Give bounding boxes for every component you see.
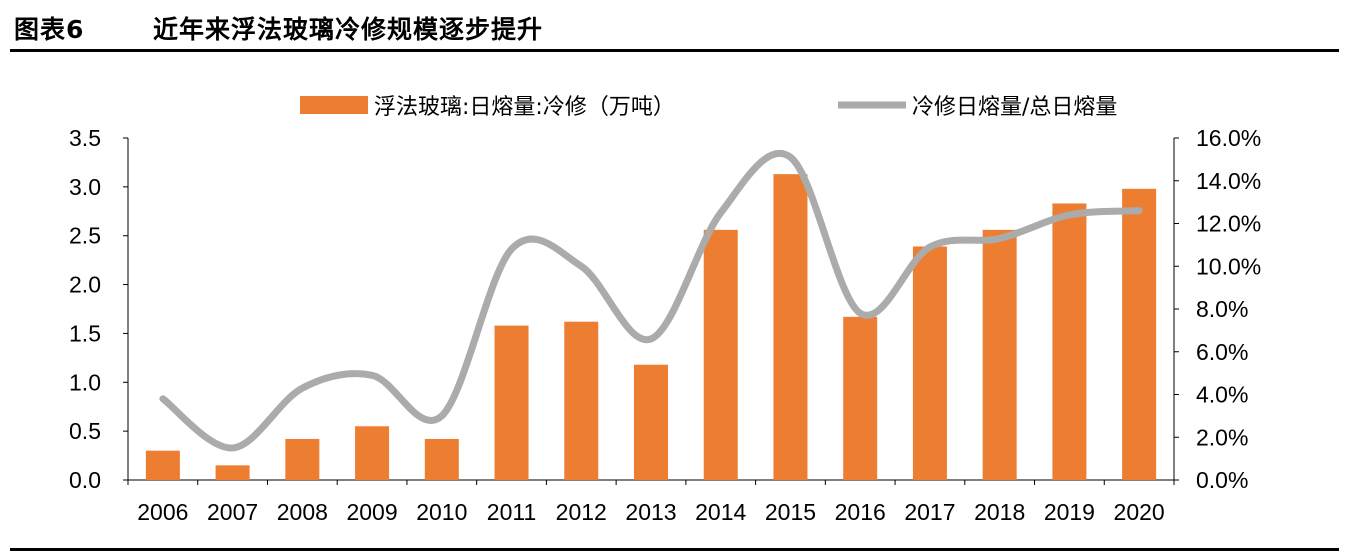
right-tick-label: 10.0% <box>1196 253 1261 279</box>
bar-series <box>145 174 1157 480</box>
bar <box>634 364 668 480</box>
bar <box>1052 203 1087 480</box>
right-tick-label: 0.0% <box>1196 467 1248 493</box>
x-tick-label: 2008 <box>277 499 328 525</box>
line-series <box>159 150 1143 452</box>
x-tick-label: 2019 <box>1044 499 1095 525</box>
right-tick-label: 8.0% <box>1196 296 1248 322</box>
left-tick-label: 0.5 <box>69 418 101 444</box>
right-tick-label: 16.0% <box>1196 125 1261 151</box>
x-tick-label: 2020 <box>1114 499 1165 525</box>
bar <box>145 450 180 480</box>
left-tick-label: 2.0 <box>69 272 101 298</box>
x-tick-label: 2015 <box>765 499 816 525</box>
right-tick-label: 14.0% <box>1196 168 1261 194</box>
left-tick-label: 3.5 <box>69 125 101 151</box>
left-tick-label: 1.5 <box>69 320 101 346</box>
bar <box>912 246 947 480</box>
x-tick-label: 2016 <box>835 499 886 525</box>
left-tick-label: 3.0 <box>69 174 101 200</box>
bar <box>564 321 599 480</box>
right-axis-ticks: 0.0% 2.0% 4.0% 6.0% 8.0% 10.0% 12.0% 14.0% 16.0% <box>1174 125 1261 493</box>
top-rule <box>10 49 1339 52</box>
bar <box>773 174 808 480</box>
bar <box>215 465 250 480</box>
x-tick-label: 2006 <box>137 499 188 525</box>
right-tick-label: 12.0% <box>1196 211 1261 237</box>
bar <box>703 229 738 480</box>
right-tick-label: 2.0% <box>1196 424 1248 450</box>
x-tick-label: 2018 <box>974 499 1025 525</box>
left-tick-label: 2.5 <box>69 223 101 249</box>
right-tick-label: 6.0% <box>1196 339 1248 365</box>
legend-bar-swatch <box>300 96 368 114</box>
x-tick-label: 2011 <box>487 499 536 525</box>
x-tick-label: 2009 <box>346 499 397 525</box>
right-tick-label: 4.0% <box>1196 382 1248 408</box>
left-tick-label: 1.0 <box>69 369 101 395</box>
left-tick-label: 0.0 <box>69 467 101 493</box>
bar <box>424 438 459 480</box>
bar <box>355 426 390 480</box>
x-tick-label: 2014 <box>695 499 746 525</box>
bar <box>494 325 529 480</box>
legend: 浮法玻璃:日熔量:冷修（万吨） 冷修日熔量/总日熔量 <box>300 95 1117 120</box>
left-axis-ticks: 0.0 0.5 1.0 1.5 2.0 2.5 3.0 3.5 <box>69 125 128 493</box>
figure-label: 图表6 <box>14 15 85 44</box>
bar <box>285 438 320 480</box>
x-tick-label: 2013 <box>625 499 676 525</box>
x-tick-label: 2012 <box>556 499 607 525</box>
x-axis-ticks: 2006 2007 2008 2009 2010 2011 2012 2013 2014 2015… <box>127 480 1175 525</box>
legend-line-label: 冷修日熔量/总日熔量 <box>912 95 1117 120</box>
bar <box>843 316 878 480</box>
legend-bar-label: 浮法玻璃:日熔量:冷修（万吨） <box>374 95 675 120</box>
bar <box>1122 188 1157 480</box>
x-tick-label: 2010 <box>416 499 467 525</box>
bar <box>982 229 1017 480</box>
x-tick-label: 2017 <box>904 499 955 525</box>
bottom-rule <box>10 548 1339 551</box>
chart-title: 近年来浮法玻璃冷修规模逐步提升 <box>153 15 544 44</box>
x-tick-label: 2007 <box>207 499 258 525</box>
chart-header: 图表6 近年来浮法玻璃冷修规模逐步提升 <box>14 10 1337 50</box>
